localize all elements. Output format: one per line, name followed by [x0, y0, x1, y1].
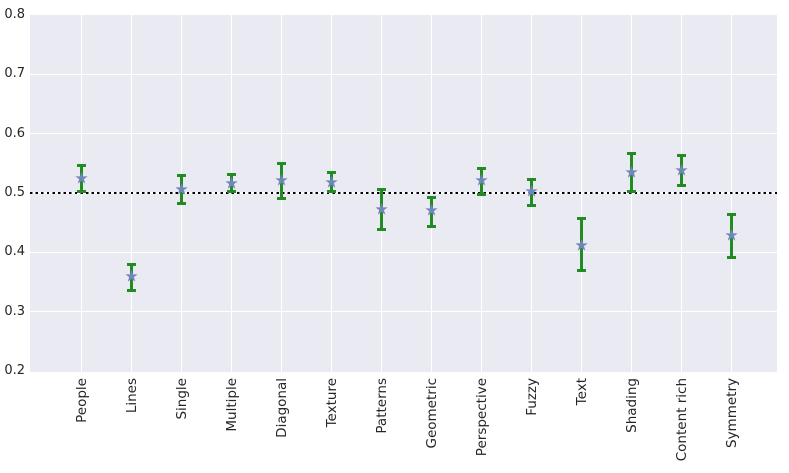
error-bar: [330, 172, 333, 192]
error-bar-cap-bottom: [677, 183, 686, 187]
error-bar-cap-top: [227, 172, 236, 176]
data-point-star-marker: ★: [674, 160, 689, 180]
error-bar: [130, 264, 133, 291]
horizontal-gridline: [30, 73, 777, 76]
data-point-star-marker: ★: [274, 169, 289, 189]
y-tick-label: 0.5: [4, 185, 25, 200]
error-bar-cap-bottom: [327, 190, 336, 194]
x-tick-label: Patterns: [373, 378, 390, 434]
error-bar: [280, 163, 283, 199]
y-tick-label: 0.8: [4, 7, 25, 22]
data-point-star-marker: ★: [374, 199, 389, 219]
error-bar: [630, 153, 633, 192]
error-bar: [80, 165, 83, 192]
error-bar: [530, 179, 533, 206]
error-bar-cap-bottom: [477, 193, 486, 197]
x-tick-label: Shading: [623, 378, 640, 433]
data-point-star-marker: ★: [324, 172, 339, 192]
error-bar-cap-top: [427, 196, 436, 200]
data-point-star-marker: ★: [224, 172, 239, 192]
horizontal-gridline: [30, 132, 777, 135]
x-tick-label: Geometric: [423, 378, 440, 449]
error-bar-cap-bottom: [77, 190, 86, 194]
error-bar-cap-bottom: [527, 203, 536, 207]
y-tick-label: 0.2: [4, 363, 25, 378]
y-tick-label: 0.6: [4, 125, 25, 141]
x-tick-label: Symmetry: [723, 378, 740, 448]
data-point-star-marker: ★: [74, 168, 89, 188]
data-point-star-marker: ★: [474, 169, 489, 189]
error-bar-cap-top: [477, 167, 486, 171]
data-point-star-marker: ★: [124, 266, 139, 286]
error-bar: [230, 174, 233, 192]
plot-area: ★ ★ ★ ★ ★ ★ ★ ★ ★ ★ ★ ★ ★ ★: [30, 15, 777, 372]
data-point-star-marker: ★: [724, 225, 739, 245]
error-bar: [180, 175, 183, 204]
error-bar: [380, 189, 383, 230]
error-bar-cap-bottom: [227, 190, 236, 194]
data-point-star-marker: ★: [424, 200, 439, 220]
error-bar-cap-bottom: [727, 255, 736, 259]
error-bar-cap-bottom: [127, 289, 136, 293]
x-tick-label: Fuzzy: [523, 378, 540, 416]
error-bar-cap-top: [377, 187, 386, 191]
error-bar-cap-bottom: [177, 202, 186, 206]
x-tick-label: Text: [573, 378, 590, 406]
error-bar-cap-bottom: [277, 196, 286, 200]
error-bar-cap-bottom: [427, 224, 436, 228]
y-tick-label: 0.4: [4, 244, 25, 260]
y-tick-label: 0.3: [4, 303, 25, 319]
error-bar: [580, 218, 583, 271]
data-point-star-marker: ★: [174, 179, 189, 199]
error-bar-cap-top: [577, 217, 586, 220]
data-point-star-marker: ★: [624, 162, 639, 182]
error-bar-cap-top: [77, 163, 86, 167]
error-bar: [480, 168, 483, 195]
error-bar-cap-top: [327, 171, 336, 175]
x-tick-label: People: [73, 378, 90, 423]
error-bar-cap-top: [727, 212, 736, 216]
x-tick-label: Texture: [323, 378, 340, 428]
error-bar-cap-top: [677, 153, 686, 157]
horizontal-gridline: [30, 310, 777, 313]
error-bar-cap-top: [127, 262, 136, 266]
error-bar: [730, 214, 733, 258]
error-bar: [680, 155, 683, 186]
error-bar-cap-bottom: [377, 228, 386, 232]
x-tick-label: Diagonal: [273, 378, 290, 438]
error-bar-cap-bottom: [627, 190, 636, 194]
error-bar-cap-top: [177, 174, 186, 178]
x-tick-label: Perspective: [473, 378, 490, 457]
data-point-star-marker: ★: [574, 235, 589, 255]
x-tick-label: Lines: [123, 378, 140, 414]
error-bar-cap-top: [277, 161, 286, 165]
reference-line: [30, 192, 777, 194]
x-tick-label: Multiple: [223, 378, 240, 432]
y-tick-label: 0.7: [4, 66, 25, 82]
horizontal-gridline: [30, 251, 777, 254]
error-bar: [430, 197, 433, 227]
x-tick-label: Content rich: [673, 378, 690, 462]
error-bar-cap-bottom: [577, 269, 586, 273]
error-bar-cap-top: [527, 178, 536, 182]
data-point-star-marker: ★: [524, 181, 539, 201]
x-tick-label: Single: [173, 378, 190, 420]
error-bar-cap-top: [627, 152, 636, 156]
